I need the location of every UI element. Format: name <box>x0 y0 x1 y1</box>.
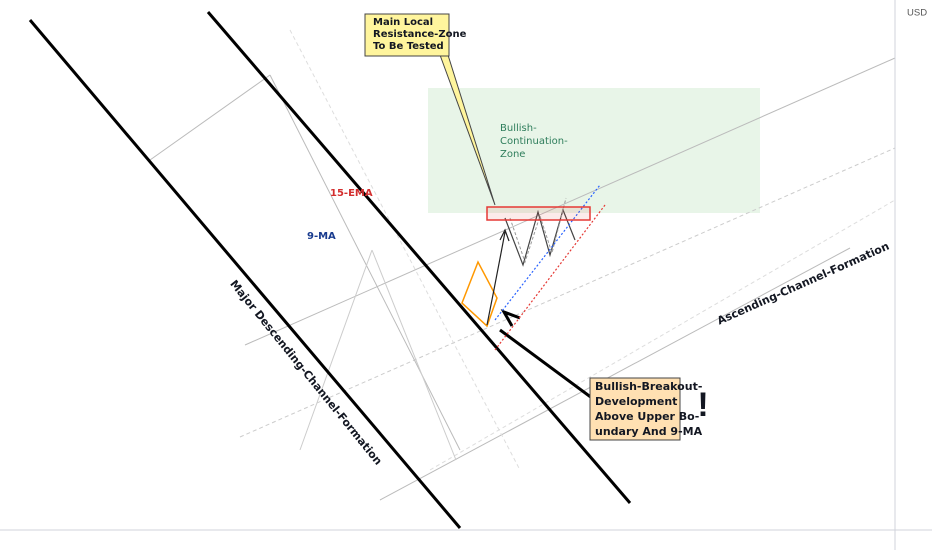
callout-text: Resistance-Zone <box>373 29 467 40</box>
trend-line <box>269 74 461 451</box>
callout-text: Main Local <box>373 17 433 28</box>
zone-text: Continuation- <box>500 136 568 147</box>
pennant <box>461 260 498 328</box>
note-text: Bullish-Breakout- <box>595 380 702 393</box>
time-axis <box>0 530 895 550</box>
zone-text: Bullish- <box>500 123 537 134</box>
trend-line <box>379 247 851 501</box>
trend-line <box>371 249 457 461</box>
trend-line <box>244 57 896 346</box>
note-text: Above Upper Bo- <box>595 410 699 423</box>
ma-label: 9-MA <box>307 231 336 242</box>
zone-text: Zone <box>500 149 525 160</box>
drawings <box>28 11 896 529</box>
note-box <box>589 377 681 441</box>
trend-line <box>299 249 373 451</box>
callout-text: To Be Tested <box>373 41 444 52</box>
channel-line <box>206 11 632 504</box>
note-text: undary And 9-MA <box>595 425 703 438</box>
callout-pointer <box>439 54 496 206</box>
callout-box <box>364 13 450 57</box>
pointer-line <box>499 328 593 400</box>
arrow-head <box>500 309 521 327</box>
price-axis <box>895 0 932 550</box>
zigzag <box>509 197 567 264</box>
trend-line <box>149 74 271 161</box>
projection <box>494 184 601 321</box>
arrow <box>486 228 510 326</box>
resistance-box <box>486 206 591 221</box>
trend-line <box>429 199 896 471</box>
ema-label: 15-EMA <box>330 188 373 199</box>
zigzag <box>504 208 576 267</box>
trend-line <box>289 29 521 471</box>
exclaim: ! <box>697 386 708 424</box>
channel-line <box>28 19 462 529</box>
trend-line <box>239 147 896 438</box>
currency: USD <box>907 8 927 19</box>
note-text: Development <box>595 395 677 408</box>
